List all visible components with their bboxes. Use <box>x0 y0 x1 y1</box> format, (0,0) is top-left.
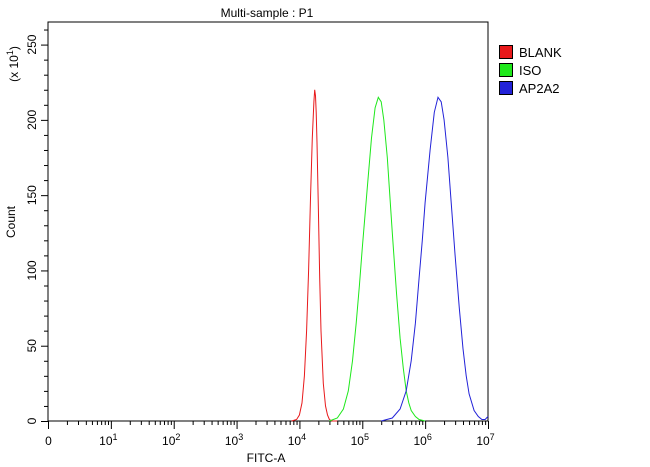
chart-title: Multi-sample : P1 <box>221 6 314 20</box>
x-axis-title: FITC-A <box>247 451 286 465</box>
series-line-ap2a2 <box>381 96 489 422</box>
y-tick-label: 250 <box>25 34 39 54</box>
y-axis-ticks: 0 50 100 150 200 250 <box>25 29 48 424</box>
x-tick-label: 0 <box>45 434 52 448</box>
y-multiplier-label: (x 101) <box>5 46 21 82</box>
series-line-blank <box>291 89 338 422</box>
legend-swatch-ap2a2 <box>499 81 513 95</box>
y-tick-label: 200 <box>25 110 39 130</box>
legend-swatch-blank <box>499 45 513 59</box>
legend-swatch-iso <box>499 63 513 77</box>
legend-label-ap2a2: AP2A2 <box>519 81 559 96</box>
y-tick-label: 0 <box>25 417 39 424</box>
x-tick-label: 106 <box>413 432 431 448</box>
x-tick-label: 107 <box>476 432 494 448</box>
legend-label-iso: ISO <box>519 63 541 78</box>
x-tick-label: 103 <box>225 432 243 448</box>
x-tick-label: 105 <box>351 432 369 448</box>
x-tick-label: 102 <box>162 432 180 448</box>
x-tick-label: 101 <box>99 432 117 448</box>
y-tick-label: 50 <box>25 339 39 353</box>
legend-label-blank: BLANK <box>519 45 562 60</box>
plot-border <box>47 21 489 422</box>
series-line-iso <box>329 96 426 422</box>
x-tick-label: 104 <box>288 432 306 448</box>
plot-frame <box>47 21 489 422</box>
x-axis-ticks: 0 101 102 103 104 105 106 107 <box>45 421 495 448</box>
legend: BLANK ISO AP2A2 <box>499 45 562 96</box>
y-axis-title: Count <box>4 205 18 238</box>
series-lines <box>291 89 489 422</box>
y-tick-label: 100 <box>25 260 39 280</box>
y-tick-label: 150 <box>25 185 39 205</box>
